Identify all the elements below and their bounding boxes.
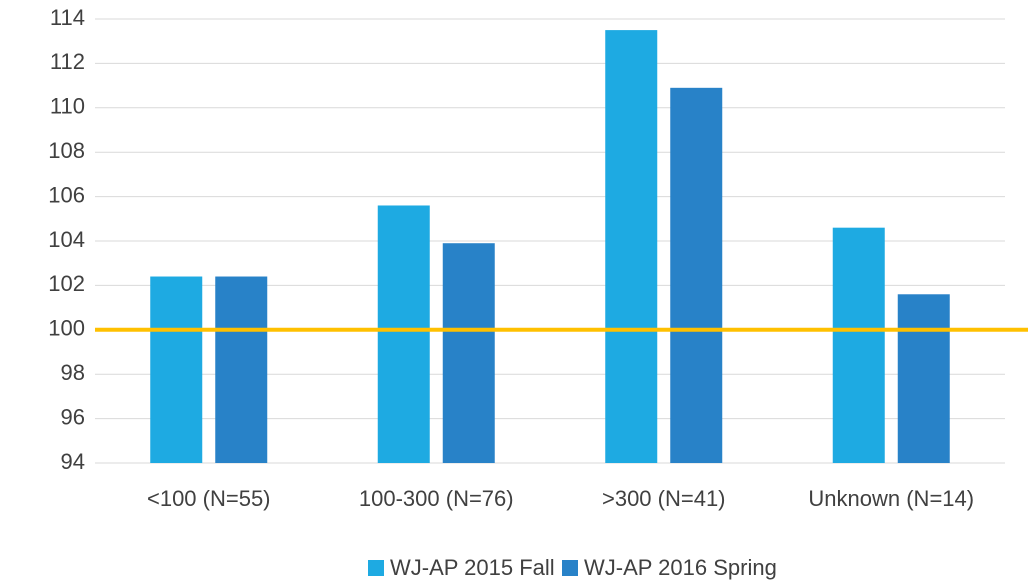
bar [215,276,268,463]
bar [377,205,430,464]
y-tick-label: 96 [61,404,85,429]
legend-label: WJ-AP 2015 Fall [390,555,555,580]
legend-swatch [368,560,384,576]
x-tick-label: >300 (N=41) [602,486,726,511]
bar [832,227,885,463]
bar [605,30,658,463]
x-tick-label: Unknown (N=14) [808,486,974,511]
y-tick-label: 94 [61,449,85,474]
y-tick-label: 106 [48,182,85,207]
y-tick-label: 102 [48,271,85,296]
bar [670,87,723,463]
x-tick-label: <100 (N=55) [147,486,271,511]
bar [897,294,950,463]
y-tick-label: 98 [61,360,85,385]
y-tick-label: 108 [48,138,85,163]
y-tick-label: 112 [50,49,85,74]
y-tick-label: 114 [50,5,85,30]
y-tick-label: 104 [48,227,85,252]
legend-swatch [562,560,578,576]
bar [442,243,495,463]
y-tick-label: 110 [50,94,85,119]
legend-label: WJ-AP 2016 Spring [584,555,777,580]
y-tick-label: 100 [48,316,85,341]
x-tick-label: 100-300 (N=76) [359,486,514,511]
bar [150,276,203,463]
